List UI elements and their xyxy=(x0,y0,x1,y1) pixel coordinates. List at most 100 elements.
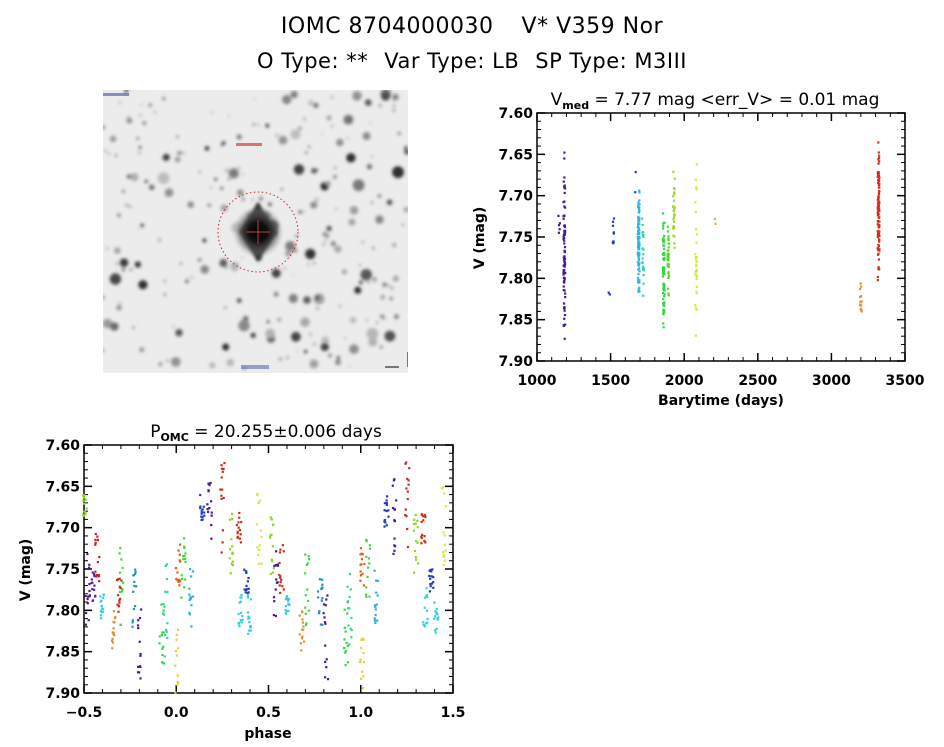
field-star xyxy=(186,277,189,279)
data-point xyxy=(385,502,388,505)
data-point xyxy=(416,525,419,528)
data-point xyxy=(420,513,424,516)
data-point xyxy=(121,588,124,591)
data-point xyxy=(642,253,645,256)
data-point xyxy=(165,630,168,633)
data-point xyxy=(113,617,117,620)
data-point xyxy=(557,224,561,227)
data-point xyxy=(248,616,251,619)
data-point xyxy=(876,214,879,217)
data-point xyxy=(257,501,260,505)
data-point xyxy=(637,239,640,242)
data-point xyxy=(365,595,368,598)
data-point xyxy=(424,622,428,625)
field-star xyxy=(139,114,142,117)
data-point xyxy=(241,615,244,618)
data-point xyxy=(131,625,134,628)
data-point xyxy=(325,666,328,669)
field-star xyxy=(320,342,329,352)
data-point xyxy=(673,192,676,196)
data-point xyxy=(94,570,97,573)
field-star xyxy=(309,359,319,369)
data-point xyxy=(279,548,282,551)
field-star xyxy=(300,317,310,327)
data-point xyxy=(119,590,122,594)
x-tick-label: 1.5 xyxy=(441,705,466,721)
field-star xyxy=(163,293,166,296)
data-point xyxy=(563,281,566,284)
data-point xyxy=(184,578,187,581)
data-point xyxy=(176,674,179,677)
field-star xyxy=(380,91,391,101)
data-point xyxy=(349,627,352,630)
data-point xyxy=(96,538,99,542)
data-point xyxy=(662,266,665,269)
x-tick-label: 3000 xyxy=(812,373,851,389)
data-point xyxy=(210,537,213,540)
field-star xyxy=(283,267,286,270)
data-point xyxy=(608,293,611,296)
data-point xyxy=(360,558,364,561)
data-point xyxy=(562,264,565,267)
field-star xyxy=(315,168,319,172)
data-point xyxy=(563,306,566,309)
field-star xyxy=(392,243,397,247)
data-point xyxy=(236,535,239,538)
data-point xyxy=(562,235,565,238)
field-star xyxy=(386,199,393,206)
data-point xyxy=(177,580,180,583)
data-point xyxy=(249,625,252,628)
data-point xyxy=(383,502,386,505)
data-point xyxy=(695,268,698,271)
field-star xyxy=(392,99,395,102)
data-point xyxy=(162,662,165,665)
data-point xyxy=(695,292,698,295)
field-star xyxy=(148,103,152,107)
field-star xyxy=(303,349,308,354)
data-point xyxy=(667,276,670,279)
data-point xyxy=(634,171,637,174)
data-point xyxy=(878,240,881,243)
data-point xyxy=(426,621,429,624)
x-tick-label: 1.0 xyxy=(348,705,373,721)
data-point xyxy=(302,628,305,631)
data-point xyxy=(876,208,880,211)
data-point xyxy=(131,621,134,624)
data-point xyxy=(392,552,395,555)
data-point xyxy=(111,647,114,650)
data-point xyxy=(563,200,566,203)
field-star xyxy=(183,152,186,154)
data-point xyxy=(275,550,278,553)
data-point xyxy=(417,562,420,565)
data-point xyxy=(387,509,390,512)
field-star xyxy=(158,362,163,367)
data-point xyxy=(350,616,353,619)
data-point xyxy=(95,574,98,577)
data-point xyxy=(91,571,94,574)
data-point xyxy=(359,570,362,573)
field-star xyxy=(298,126,302,130)
data-point xyxy=(228,557,231,560)
data-point xyxy=(270,558,273,561)
field-star xyxy=(336,356,340,360)
data-point xyxy=(200,512,203,515)
data-point xyxy=(662,241,665,244)
data-point xyxy=(139,654,142,657)
field-star xyxy=(143,121,146,125)
data-point xyxy=(637,288,640,291)
data-point xyxy=(695,241,698,244)
data-point xyxy=(162,609,165,612)
field-star xyxy=(360,269,372,281)
field-star xyxy=(379,314,385,319)
field-star xyxy=(346,153,356,163)
data-point xyxy=(346,612,349,615)
data-point xyxy=(404,462,407,465)
data-point xyxy=(407,483,410,486)
data-point xyxy=(562,324,565,327)
data-point xyxy=(94,541,97,544)
data-point xyxy=(412,529,415,532)
var-type: Var Type: LB xyxy=(384,49,520,73)
field-star xyxy=(190,276,193,279)
field-star xyxy=(237,189,244,196)
data-point xyxy=(563,337,566,340)
